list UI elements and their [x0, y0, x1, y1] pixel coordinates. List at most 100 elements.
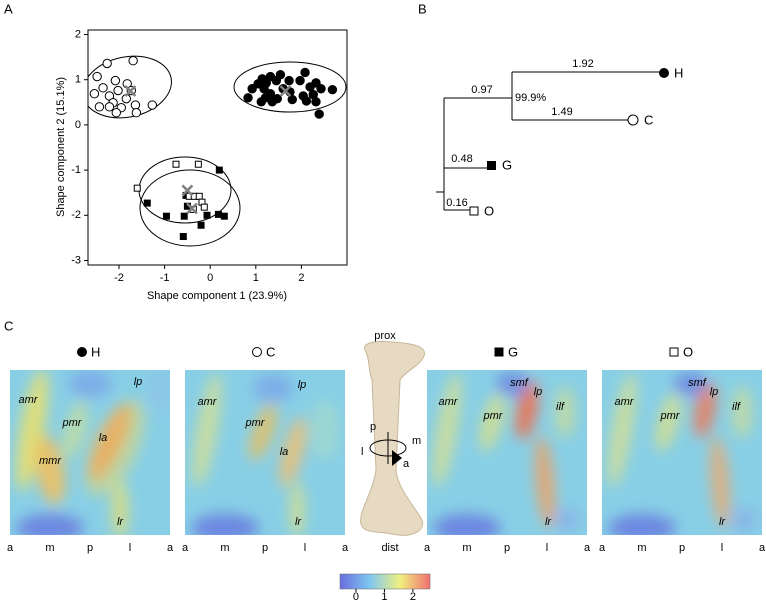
region-label: pmr [483, 410, 504, 422]
centroid [279, 85, 292, 97]
map-axis-label: m [462, 542, 471, 554]
tip-label: G [502, 157, 512, 172]
point [284, 75, 294, 86]
tip-marker [659, 68, 669, 78]
heatmap-blob [249, 403, 277, 461]
direction-label: p [370, 421, 376, 433]
point [203, 211, 211, 219]
point [133, 184, 141, 192]
map-axis-label: l [129, 542, 131, 554]
group-marker [252, 347, 262, 357]
map-axis-label: p [504, 542, 510, 554]
heatmap-blob [732, 386, 752, 438]
centroid [181, 184, 194, 197]
region-label: lp [534, 386, 543, 398]
map-axis-label: a [7, 542, 14, 554]
heatmap-blob [674, 372, 706, 396]
heatmap-blob [535, 436, 555, 528]
heatmap-blob [311, 400, 339, 460]
heatmap-blob [16, 370, 48, 492]
group-marker [494, 347, 504, 357]
point [197, 221, 205, 229]
point [113, 85, 123, 96]
heatmap-blob [62, 400, 88, 460]
point [172, 160, 180, 168]
bone-label: prox [374, 330, 396, 342]
point [256, 97, 266, 107]
map-axis-label: l [546, 542, 548, 554]
map-axis-label: m [45, 542, 54, 554]
point [215, 166, 223, 174]
region-label: lr [545, 516, 552, 528]
region-label: smf [510, 377, 529, 389]
point [314, 109, 324, 119]
tip-label: H [674, 65, 683, 80]
region-label: la [280, 446, 289, 458]
branch-label: 1.49 [551, 106, 572, 118]
point [102, 58, 112, 69]
point [195, 192, 203, 200]
point [92, 71, 102, 82]
point [271, 75, 282, 86]
map-axis-label: a [167, 542, 174, 554]
colorbar-tick-label: 0 [353, 591, 359, 603]
heatmap-blob [655, 392, 681, 452]
y-tick-label: 0 [75, 119, 81, 131]
tip-marker [469, 206, 479, 216]
point [316, 84, 326, 94]
region-label: smf [688, 377, 707, 389]
y-tick-label: -2 [71, 209, 81, 221]
heatmap-blob [16, 514, 84, 535]
tip-marker [487, 161, 496, 170]
region-label: lp [710, 386, 719, 398]
heatmap-blob [730, 508, 758, 532]
point [128, 56, 138, 66]
heatmap-blob [432, 372, 462, 488]
heatmap [10, 370, 170, 535]
point [104, 102, 115, 112]
ellipse [139, 169, 241, 247]
bone [360, 341, 426, 536]
map-axis-label: a [584, 542, 591, 554]
group-marker [77, 347, 87, 357]
x-tick-label: 1 [253, 272, 259, 284]
group-label: G [508, 344, 518, 359]
point [130, 100, 141, 110]
panel-label: B [418, 1, 427, 16]
point [180, 212, 188, 220]
point [200, 203, 208, 211]
heatmap [427, 370, 587, 535]
point [287, 94, 297, 105]
heatmap-blob [515, 380, 539, 440]
region-label: mmr [39, 455, 62, 467]
map-axis-label: l [304, 542, 306, 554]
map-axis-label: p [87, 542, 93, 554]
region-label: lr [719, 516, 726, 528]
map-axis-label: a [342, 542, 349, 554]
point [131, 108, 142, 118]
y-tick-label: -3 [71, 254, 81, 266]
heatmap-blobs [16, 370, 170, 535]
point [247, 84, 257, 94]
heatmap-blob [496, 372, 528, 396]
map-axis-label: m [637, 542, 646, 554]
plot-frame [87, 29, 348, 266]
point [89, 89, 100, 99]
arrow [392, 450, 402, 466]
x-axis-label: Shape component 1 (23.9%) [147, 290, 287, 302]
bone-label: dist [381, 542, 398, 554]
colorbar [339, 573, 431, 590]
heatmap-blob [279, 417, 307, 487]
direction-label: m [412, 435, 421, 447]
branch-label: 0.48 [451, 153, 472, 165]
point [305, 82, 315, 92]
region-label: lp [134, 376, 143, 388]
heatmap-blob [68, 370, 112, 398]
heatmap-blobs [432, 372, 581, 535]
group-label: O [683, 344, 693, 359]
centroid [124, 85, 137, 97]
centroid [186, 202, 198, 215]
x-tick-label: -2 [114, 272, 124, 284]
heatmap-blob [710, 436, 730, 528]
